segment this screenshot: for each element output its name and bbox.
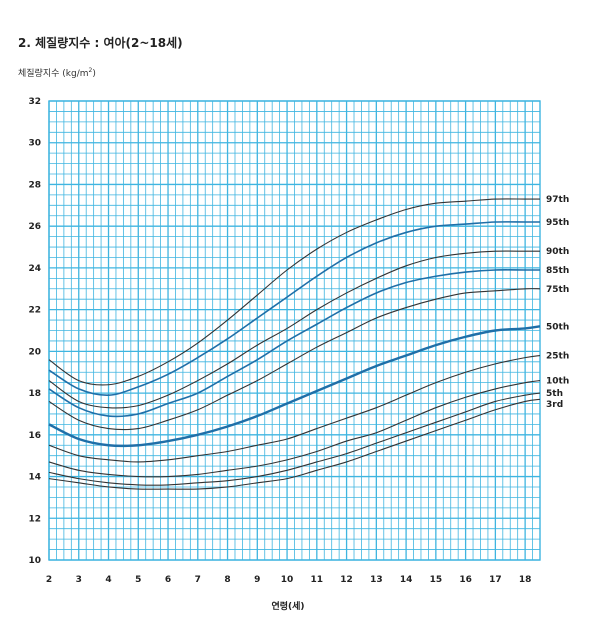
- y-tick-label: 32: [28, 97, 41, 107]
- x-tick-label: 14: [400, 575, 413, 585]
- percentile-label-97th: 97th: [546, 195, 569, 205]
- percentile-curve-25th: [48, 354, 541, 463]
- x-tick-label: 15: [430, 575, 443, 585]
- percentile-label-3rd: 3rd: [546, 400, 563, 410]
- x-tick-label: 6: [165, 575, 171, 585]
- x-tick-label: 8: [224, 575, 230, 585]
- y-tick-label: 18: [28, 389, 41, 399]
- percentile-label-95th: 95th: [546, 218, 569, 228]
- percentile-curve-95th: [48, 221, 540, 396]
- y-tick-label: 28: [28, 180, 41, 190]
- y-tick-label: 22: [28, 306, 41, 316]
- x-tick-label: 7: [195, 575, 201, 585]
- percentile-curve-3rd: [48, 398, 541, 490]
- percentile-label-90th: 90th: [546, 247, 569, 257]
- percentile-label-5th: 5th: [546, 389, 563, 399]
- percentile-curve-85th: [48, 269, 540, 418]
- y-tick-label: 20: [28, 347, 41, 357]
- x-tick-label: 10: [281, 575, 294, 585]
- chart-grid: [48, 100, 541, 561]
- x-tick-label: 18: [519, 575, 532, 585]
- x-axis-label: 연령(세): [271, 600, 304, 612]
- x-tick-label: 4: [105, 575, 111, 585]
- percentile-curve-90th: [48, 250, 540, 409]
- x-tick-labels: 2 3 4 5 6 7 8 9 10 11 12 13 14 15 16 17 18: [46, 575, 532, 585]
- y-axis-label-text: 체질량지수 (kg/m: [18, 69, 89, 79]
- y-tick-label: 12: [28, 514, 41, 524]
- percentile-label-50th: 50th: [546, 322, 569, 332]
- y-tick-label: 16: [28, 431, 41, 441]
- y-tick-label: 24: [28, 264, 41, 274]
- x-tick-label: 17: [489, 575, 502, 585]
- percentile-curve-10th: [48, 380, 541, 478]
- percentile-label-85th: 85th: [546, 266, 569, 276]
- y-tick-label: 10: [28, 556, 41, 566]
- percentile-label-25th: 25th: [546, 352, 569, 362]
- x-tick-label: 13: [370, 575, 383, 585]
- y-tick-labels: 10 12 14 16 18 20 22 24 26 28 30 32: [28, 97, 41, 566]
- percentile-label-75th: 75th: [546, 285, 569, 295]
- y-tick-label: 30: [28, 139, 41, 149]
- y-tick-label: 14: [28, 473, 41, 483]
- x-tick-label: 3: [76, 575, 82, 585]
- x-tick-label: 11: [311, 575, 324, 585]
- x-tick-label: 12: [340, 575, 353, 585]
- x-tick-label: 5: [135, 575, 141, 585]
- percentile-label-10th: 10th: [546, 377, 569, 387]
- percentile-curve-50th: [48, 325, 541, 448]
- percentile-curve-75th: [48, 288, 541, 431]
- y-axis-label: 체질량지수 (kg/m2): [18, 66, 96, 79]
- percentile-curves: [48, 198, 541, 490]
- x-tick-label: 2: [46, 575, 52, 585]
- y-axis-label-close: ): [92, 69, 96, 79]
- chart-title: 2. 체질량지수 : 여아(2~18세): [18, 36, 183, 50]
- percentile-curve-5th: [48, 392, 541, 486]
- y-tick-label: 26: [28, 222, 41, 232]
- x-tick-label: 16: [459, 575, 472, 585]
- percentile-curve-97th: [48, 198, 540, 386]
- x-tick-label: 9: [254, 575, 260, 585]
- y-axis-label-superscript: 2: [88, 67, 93, 74]
